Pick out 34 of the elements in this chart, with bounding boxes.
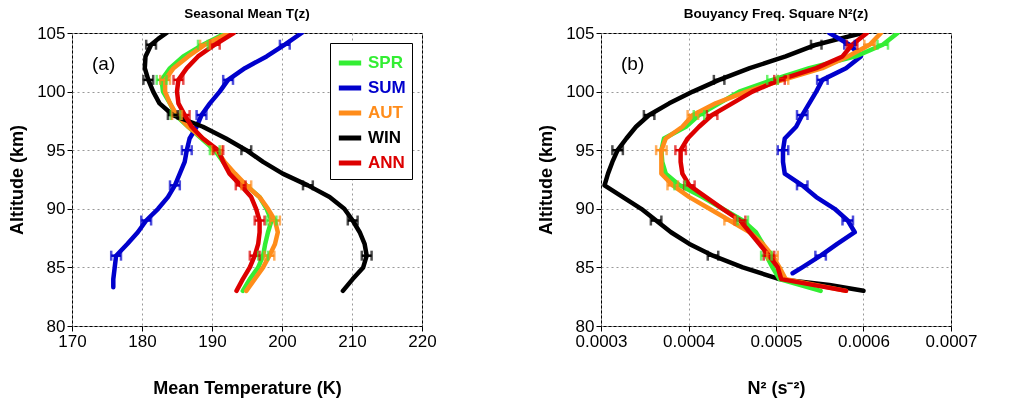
x-tick-label: 220: [408, 331, 437, 351]
x-tick-label: 0.0005: [750, 331, 803, 351]
y-tick-label: 85: [46, 257, 66, 277]
x-axis-title: Mean Temperature (K): [153, 377, 342, 398]
chart-title: Bouyancy Freq. Square N²(z): [683, 5, 869, 21]
y-tick-label: 95: [46, 140, 66, 160]
line-series: [174, 33, 262, 294]
x-tick-label: 0.0004: [663, 331, 715, 351]
x-tick-label: 0.0007: [925, 331, 978, 351]
y-tick-label: 90: [575, 199, 595, 219]
x-tick-label: 200: [268, 331, 297, 351]
chart-title: Seasonal Mean T(z): [184, 5, 310, 21]
y-tick-label: 85: [575, 257, 595, 277]
line-series: [780, 33, 864, 276]
y-axis-title: Altitude (km): [536, 125, 557, 235]
y-tick-label: 105: [566, 23, 595, 43]
x-axis-title: N² (s⁻²): [747, 377, 806, 398]
legend-label: SPR: [368, 53, 403, 72]
y-tick-label: 100: [566, 82, 595, 102]
y-axis-title: Altitude (km): [7, 125, 28, 235]
y-tick-label: 105: [37, 23, 66, 43]
x-tick-label: 180: [128, 331, 157, 351]
annotation: (a): [92, 53, 116, 74]
legend-label: AUT: [368, 103, 404, 122]
x-tick-label: 190: [198, 331, 227, 351]
y-tick-label: 100: [37, 82, 66, 102]
legend-label: SUM: [368, 78, 406, 97]
x-tick-label: 210: [338, 331, 367, 351]
annotation: (b): [621, 53, 645, 74]
legend-label: ANN: [368, 153, 405, 172]
legend-label: WIN: [368, 128, 402, 147]
y-tick-label: 90: [46, 199, 66, 219]
x-tick-label: 0.0006: [838, 331, 890, 351]
y-tick-label: 95: [575, 140, 595, 160]
